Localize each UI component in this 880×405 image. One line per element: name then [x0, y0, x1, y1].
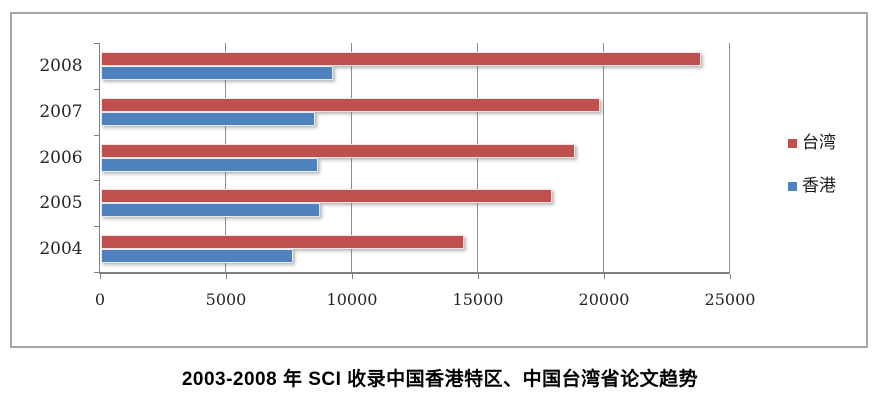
bar-香港-2008: [101, 66, 333, 80]
bar-台湾-2004: [101, 235, 464, 250]
bar-台湾-2006: [101, 143, 575, 158]
chart-frame: 0 5000 10000 15000 20000 25000 2008 2007 2006 200…: [10, 12, 868, 348]
legend-label: 台湾: [802, 133, 836, 152]
y-axis-tick: [94, 272, 100, 273]
x-axis-label: 0: [94, 290, 106, 309]
legend-swatch-icon: [788, 138, 797, 148]
bar-香港-2004: [101, 249, 293, 264]
x-axis-label: 10000: [326, 290, 378, 309]
y-axis-label-2008: 2008: [39, 55, 83, 76]
y-axis-tick: [94, 43, 100, 44]
y-axis-tick: [94, 226, 100, 228]
bar-台湾-2007: [101, 97, 600, 112]
y-axis-tick: [94, 134, 100, 136]
legend-swatch-icon: [788, 181, 797, 191]
chart-title: 2003-2008 年 SCI 收录中国香港特区、中国台湾省论文趋势: [181, 369, 699, 390]
bar-台湾-2008: [101, 52, 701, 66]
bar-香港-2005: [101, 203, 321, 218]
plot-area: 0 5000 10000 15000 20000 25000 2008 2007 2006 200…: [39, 43, 755, 309]
bar-香港-2006: [101, 157, 318, 172]
y-axis-tick: [94, 180, 100, 182]
bar-台湾-2005: [101, 189, 553, 204]
gridline-x-20000: [603, 43, 604, 272]
x-axis-label: 5000: [205, 290, 247, 309]
x-axis-tick-5000: [226, 274, 227, 279]
y-axis-tick: [94, 88, 100, 90]
legend-item-香港: 香港: [788, 175, 836, 197]
gridline-x-25000: [729, 43, 730, 272]
legend-label: 香港: [802, 176, 836, 195]
x-axis-label: 25000: [704, 290, 756, 309]
x-axis-label: 15000: [452, 290, 504, 309]
y-axis-label-2004: 2004: [39, 239, 83, 260]
x-axis-tick-20000: [604, 274, 605, 279]
legend-item-台湾: 台湾: [788, 132, 836, 154]
x-axis-tick-25000: [730, 274, 731, 279]
x-axis-tick-10000: [352, 274, 353, 279]
legend: 台湾 香港: [788, 132, 836, 197]
y-axis-label-2006: 2006: [39, 147, 83, 168]
y-axis-label-2007: 2007: [39, 101, 83, 122]
x-axis-label: 20000: [578, 290, 630, 309]
x-axis-tick-15000: [478, 274, 479, 279]
bar-香港-2007: [101, 111, 316, 126]
x-axis-tick-0: [100, 274, 101, 279]
y-axis-label-2005: 2005: [39, 193, 83, 214]
